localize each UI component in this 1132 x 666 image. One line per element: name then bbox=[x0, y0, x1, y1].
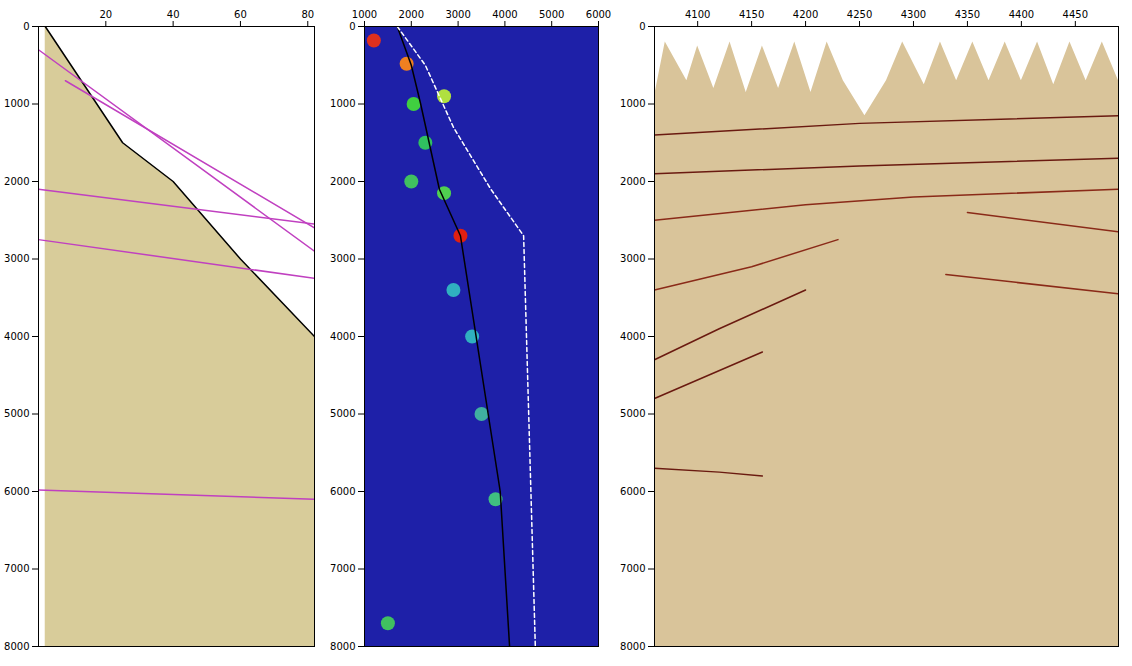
svg-text:3000: 3000 bbox=[330, 253, 355, 264]
svg-text:4100: 4100 bbox=[685, 9, 710, 20]
svg-text:7000: 7000 bbox=[330, 563, 355, 574]
svg-text:4450: 4450 bbox=[1063, 9, 1088, 20]
svg-text:4000: 4000 bbox=[330, 331, 355, 342]
svg-text:2000: 2000 bbox=[399, 9, 424, 20]
svg-text:8000: 8000 bbox=[620, 641, 645, 652]
svg-text:8000: 8000 bbox=[4, 641, 29, 652]
svg-text:7000: 7000 bbox=[620, 563, 645, 574]
svg-text:4000: 4000 bbox=[4, 331, 29, 342]
svg-text:5000: 5000 bbox=[4, 408, 29, 419]
svg-text:1000: 1000 bbox=[352, 9, 377, 20]
svg-text:60: 60 bbox=[234, 9, 247, 20]
svg-text:8000: 8000 bbox=[330, 641, 355, 652]
svg-text:0: 0 bbox=[349, 21, 355, 32]
svg-text:6000: 6000 bbox=[620, 486, 645, 497]
svg-text:6000: 6000 bbox=[586, 9, 611, 20]
svg-text:80: 80 bbox=[301, 9, 314, 20]
svg-text:5000: 5000 bbox=[330, 408, 355, 419]
svg-text:6000: 6000 bbox=[330, 486, 355, 497]
svg-text:0: 0 bbox=[23, 21, 29, 32]
svg-text:6000: 6000 bbox=[4, 486, 29, 497]
svg-text:4300: 4300 bbox=[901, 9, 926, 20]
svg-text:5000: 5000 bbox=[620, 408, 645, 419]
svg-text:5000: 5000 bbox=[539, 9, 564, 20]
svg-text:2000: 2000 bbox=[620, 176, 645, 187]
svg-text:1000: 1000 bbox=[330, 98, 355, 109]
svg-text:1000: 1000 bbox=[620, 98, 645, 109]
svg-text:4350: 4350 bbox=[955, 9, 980, 20]
svg-text:4000: 4000 bbox=[620, 331, 645, 342]
svg-text:3000: 3000 bbox=[445, 9, 470, 20]
svg-text:7000: 7000 bbox=[4, 563, 29, 574]
svg-text:3000: 3000 bbox=[620, 253, 645, 264]
svg-text:3000: 3000 bbox=[4, 253, 29, 264]
svg-text:4400: 4400 bbox=[1009, 9, 1034, 20]
svg-text:40: 40 bbox=[167, 9, 180, 20]
svg-text:4000: 4000 bbox=[492, 9, 517, 20]
svg-text:4150: 4150 bbox=[739, 9, 764, 20]
svg-text:4250: 4250 bbox=[847, 9, 872, 20]
svg-text:1000: 1000 bbox=[4, 98, 29, 109]
svg-text:20: 20 bbox=[99, 9, 112, 20]
svg-text:4200: 4200 bbox=[793, 9, 818, 20]
svg-text:0: 0 bbox=[639, 21, 645, 32]
svg-text:2000: 2000 bbox=[4, 176, 29, 187]
svg-text:2000: 2000 bbox=[330, 176, 355, 187]
